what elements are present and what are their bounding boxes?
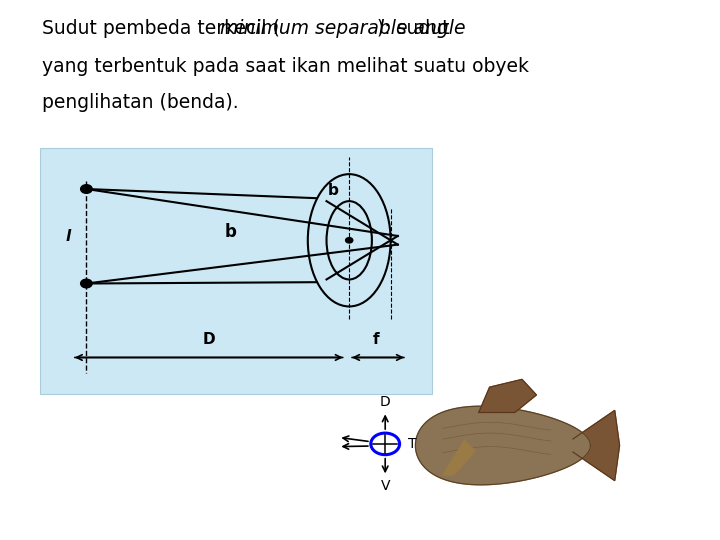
Text: Sudut pembeda terkecil (: Sudut pembeda terkecil ( [42,19,279,38]
Text: b: b [225,223,236,241]
Text: yang terbentuk pada saat ikan melihat suatu obyek: yang terbentuk pada saat ikan melihat su… [42,57,528,76]
Circle shape [81,185,92,193]
Polygon shape [415,406,590,485]
Ellipse shape [307,174,390,306]
Polygon shape [479,380,536,413]
Polygon shape [573,410,620,481]
Text: f: f [373,332,380,347]
Circle shape [81,279,92,288]
Text: ): sudut: ): sudut [377,19,449,38]
Text: V: V [380,479,390,493]
Text: b: b [328,183,339,198]
Text: T: T [408,437,417,451]
Text: l: l [66,229,71,244]
Text: minimum separable angle: minimum separable angle [220,19,466,38]
Bar [40,148,432,394]
Circle shape [346,238,353,243]
Text: D: D [380,395,390,409]
Text: D: D [202,332,215,347]
Polygon shape [443,440,475,475]
Ellipse shape [327,201,372,279]
Text: penglihatan (benda).: penglihatan (benda). [42,93,238,112]
